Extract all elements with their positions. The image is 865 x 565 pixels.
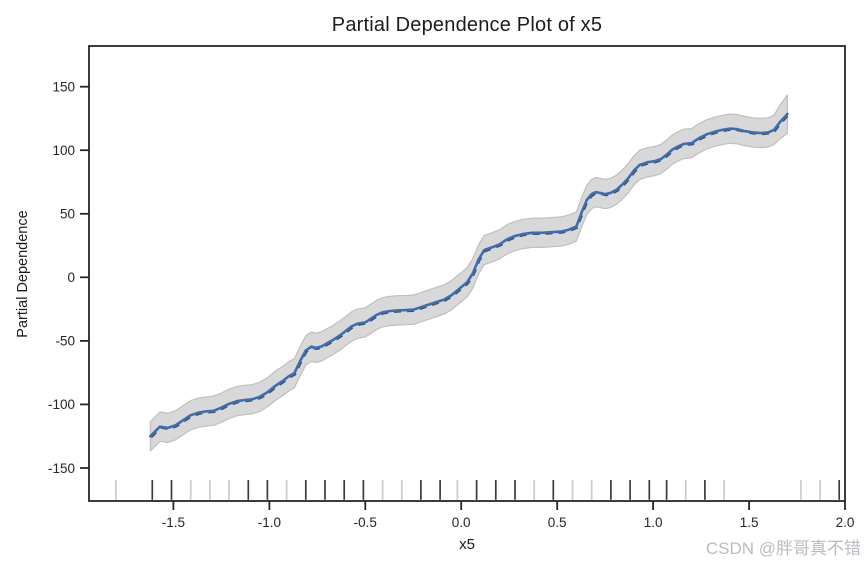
rug-layer: [115, 480, 841, 500]
x-tick-label: 1.0: [644, 515, 663, 530]
y-tick-label: 0: [67, 270, 75, 285]
axis-ticks: [80, 85, 846, 510]
tick-labels: 150 100 50 0 -50 -100 -150 -1.5 -1.0 -0.5 0.0 0.5 1.…: [48, 80, 854, 531]
dashed-underlay-line: [150, 114, 790, 439]
y-axis-label: Partial Dependence: [15, 210, 31, 338]
x-tick-label: 0.5: [548, 515, 567, 530]
y-tick-label: 100: [52, 143, 75, 158]
y-tick-label: 150: [52, 80, 75, 95]
x-tick-label: 2.0: [836, 515, 855, 530]
y-tick-label: -50: [55, 334, 75, 349]
chart-layers: [149, 94, 790, 452]
x-tick-label: 0.0: [452, 515, 471, 530]
y-tick-label: -100: [48, 397, 75, 412]
x-tick-label: -1.0: [258, 515, 281, 530]
chart-title: Partial Dependence Plot of x5: [331, 14, 603, 36]
x-tick-label: -0.5: [354, 515, 377, 530]
confidence-band: [149, 94, 789, 452]
x-tick-label: 1.5: [740, 515, 759, 530]
pdp-line: [149, 112, 789, 438]
watermark-text: CSDN @胖哥真不错: [705, 539, 861, 558]
y-tick-label: 50: [60, 207, 75, 222]
y-tick-label: -150: [48, 461, 75, 476]
x-axis-label: x5: [459, 536, 475, 553]
plot-border: [88, 45, 846, 502]
x-tick-label: -1.5: [162, 515, 185, 530]
